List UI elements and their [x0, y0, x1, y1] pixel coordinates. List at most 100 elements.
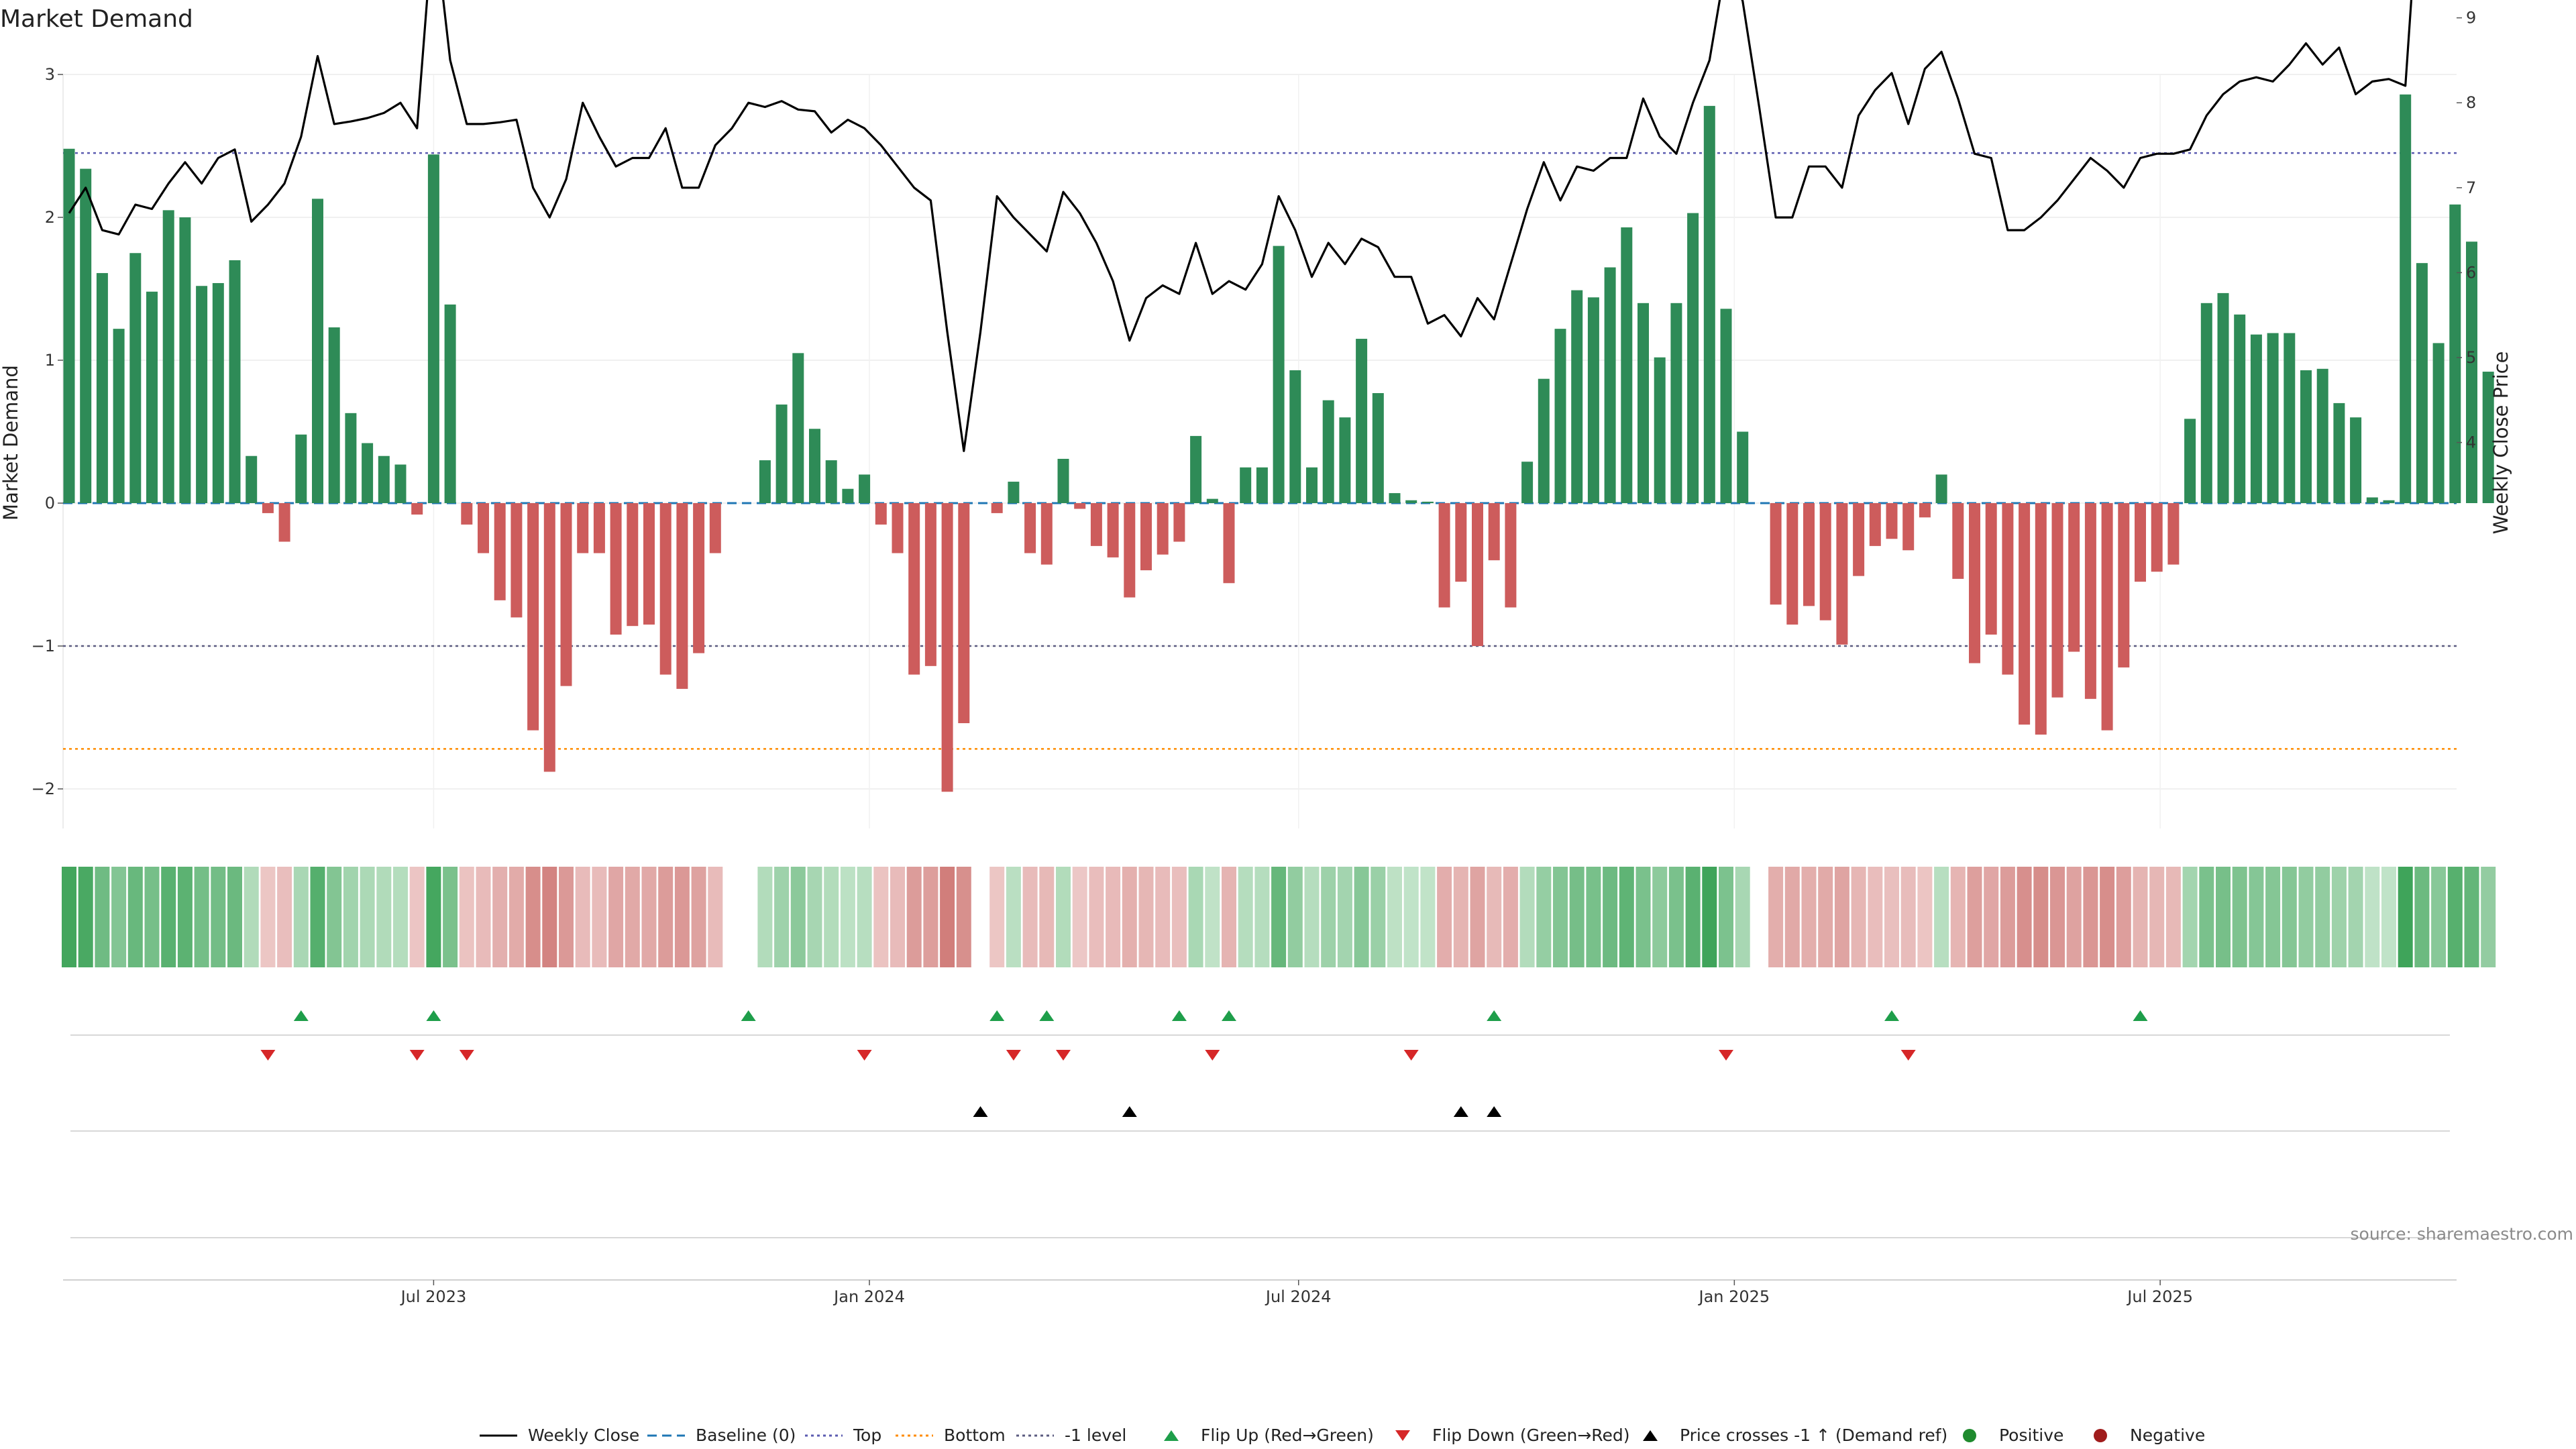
demand-bar-negative — [2118, 503, 2130, 667]
demand-bar-negative — [2051, 503, 2063, 698]
legend-swatch — [1643, 1430, 1658, 1441]
heat-cell — [757, 867, 773, 967]
demand-bar-positive — [1389, 493, 1401, 503]
y2-tick-label: 6 — [2466, 263, 2476, 282]
legend-label: Flip Down (Green→Red) — [1432, 1426, 1630, 1445]
heat-cell — [1619, 867, 1634, 967]
flip-up-marker — [2133, 1010, 2148, 1021]
demand-bar-positive — [809, 429, 820, 503]
heat-cell — [2398, 867, 2413, 967]
demand-bar-positive — [1554, 329, 1566, 503]
demand-bar-positive — [2316, 368, 2328, 503]
heat-cell — [559, 867, 574, 967]
heat-cell — [658, 867, 674, 967]
legend-swatch — [1963, 1429, 1976, 1442]
heat-cell — [2149, 867, 2165, 967]
heat-cell — [1387, 867, 1402, 967]
demand-bar-positive — [113, 329, 125, 503]
heat-cell — [840, 867, 855, 967]
demand-bar-negative — [991, 503, 1003, 513]
heat-cell — [2165, 867, 2181, 967]
flip-down-marker — [1056, 1050, 1071, 1061]
heat-cell — [426, 867, 441, 967]
heat-cell — [2298, 867, 2314, 967]
heat-cell — [1403, 867, 1419, 967]
heat-cell — [2481, 867, 2496, 967]
flip-up-marker — [1039, 1010, 1055, 1021]
heat-cell — [111, 867, 127, 967]
heat-cell — [1056, 867, 1071, 967]
heat-cell — [492, 867, 508, 967]
demand-bar-positive — [1289, 370, 1301, 503]
legend-label: Price crosses -1 ↑ (Demand ref) — [1680, 1426, 1947, 1445]
heat-cell — [144, 867, 160, 967]
demand-bar-negative — [1505, 503, 1517, 608]
demand-bar-negative — [494, 503, 506, 600]
demand-bar-positive — [1057, 458, 1069, 503]
demand-bar-negative — [1488, 503, 1500, 561]
price-cross-marker — [1453, 1106, 1468, 1117]
demand-bar-positive — [1356, 339, 1368, 503]
demand-bar-negative — [411, 503, 423, 515]
price-cross-marker — [1487, 1106, 1502, 1117]
demand-bar-positive — [1008, 482, 1020, 503]
demand-bar-negative — [511, 503, 523, 618]
heat-cell — [1321, 867, 1336, 967]
heat-cell — [1470, 867, 1485, 967]
heat-cell — [1735, 867, 1750, 967]
heat-cell — [2464, 867, 2479, 967]
heat-cell — [62, 867, 76, 967]
demand-bar-negative — [1869, 503, 1881, 546]
heat-cell — [1917, 867, 1933, 967]
heat-cell — [1900, 867, 1916, 967]
heat-cell — [409, 867, 425, 967]
heat-cell — [1553, 867, 1568, 967]
heat-cell — [1884, 867, 1899, 967]
heat-cell — [1205, 867, 1220, 967]
flip-down-marker — [857, 1050, 872, 1061]
demand-bar-positive — [1372, 392, 1384, 503]
heat-cell — [1138, 867, 1154, 967]
demand-bar-negative — [478, 503, 489, 553]
demand-bar-negative — [1886, 503, 1898, 539]
demand-bar-positive — [1206, 498, 1218, 503]
demand-bar-positive — [427, 154, 439, 503]
y-tick-label: 2 — [45, 208, 55, 227]
demand-bar-positive — [96, 273, 108, 503]
demand-bar-positive — [1687, 213, 1699, 503]
y-tick-label: −1 — [32, 637, 55, 655]
demand-bar-negative — [527, 503, 539, 731]
demand-bar-negative — [2084, 503, 2096, 699]
heat-cell — [277, 867, 292, 967]
demand-bar-positive — [1521, 462, 1534, 503]
demand-bar-positive — [1737, 431, 1749, 503]
demand-bar-negative — [1090, 503, 1102, 546]
demand-bar-positive — [179, 217, 191, 503]
demand-bar-positive — [2284, 333, 2296, 503]
right-axis-ticks: 456789101112 — [2457, 9, 2476, 452]
heat-cell — [592, 867, 607, 967]
heat-cell — [127, 867, 143, 967]
demand-bar-negative — [659, 503, 672, 675]
heat-cell — [310, 867, 325, 967]
heat-cell — [1652, 867, 1668, 967]
heat-cell — [691, 867, 706, 967]
heat-cell — [1818, 867, 1833, 967]
heat-cell — [1519, 867, 1535, 967]
demand-bar-positive — [2333, 402, 2345, 503]
heat-cell — [2216, 867, 2231, 967]
heat-cell — [327, 867, 342, 967]
flip-down-marker — [1719, 1050, 1733, 1061]
demand-bar-positive — [2482, 372, 2494, 503]
heat-cell — [1784, 867, 1800, 967]
heat-cell — [1122, 867, 1137, 967]
heat-cell — [2282, 867, 2297, 967]
demand-bar-positive — [1256, 467, 1268, 503]
legend-label: Flip Up (Red→Green) — [1201, 1426, 1374, 1445]
heat-cell — [1271, 867, 1287, 967]
heat-cell — [1089, 867, 1104, 967]
heat-cell — [1967, 867, 1982, 967]
heat-cell — [1685, 867, 1701, 967]
heat-cell — [1536, 867, 1552, 967]
demand-bar-negative — [2002, 503, 2014, 675]
